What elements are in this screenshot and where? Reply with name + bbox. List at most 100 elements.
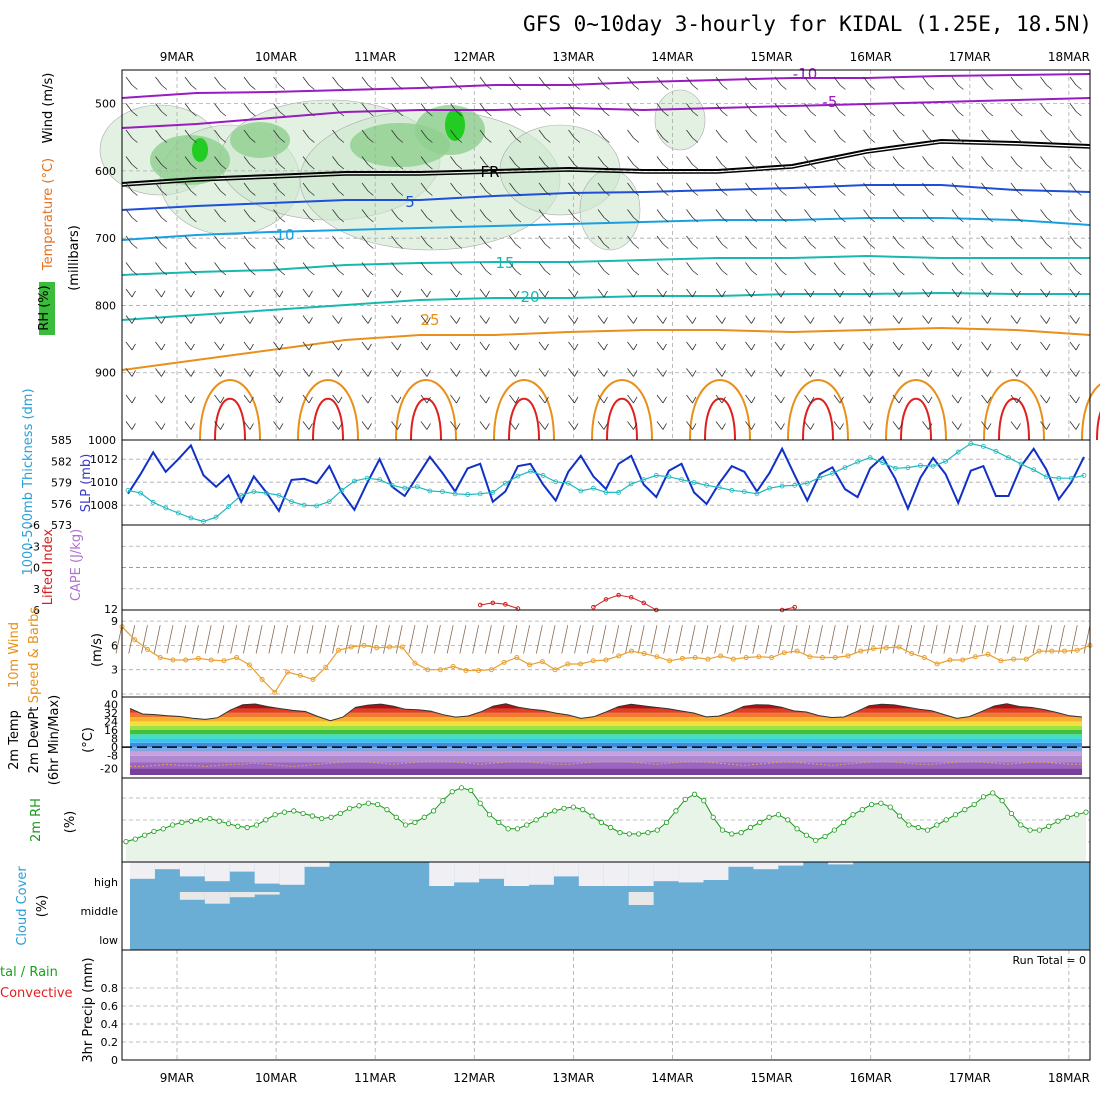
wind-barb bbox=[863, 235, 876, 249]
wind-speed-point bbox=[1062, 648, 1068, 654]
li-tick: -3 bbox=[29, 540, 40, 553]
surface-wind-barb bbox=[918, 625, 925, 654]
wind-barb bbox=[1040, 315, 1051, 324]
wind-barb bbox=[804, 182, 817, 196]
precip-total-label: tal / Rain bbox=[0, 965, 58, 980]
wind-barb bbox=[509, 209, 522, 223]
wind-barb bbox=[243, 103, 256, 117]
cloud-high-gap bbox=[504, 862, 529, 886]
surface-wind-barb bbox=[892, 625, 900, 654]
wind-speed-point bbox=[195, 655, 201, 661]
wind-unit-label: (m/s) bbox=[90, 633, 105, 667]
wind-barb bbox=[391, 368, 402, 377]
rh-point bbox=[337, 810, 343, 817]
wind-barb bbox=[391, 341, 402, 351]
wind-barb bbox=[302, 182, 315, 196]
wind-barb bbox=[420, 103, 433, 117]
rh-point bbox=[654, 827, 660, 833]
wind-barb bbox=[892, 262, 905, 276]
wind-barb bbox=[597, 129, 610, 143]
date-label-bottom: 9MAR bbox=[160, 1071, 195, 1085]
wind-barb bbox=[1040, 341, 1051, 351]
rh-point bbox=[775, 812, 782, 818]
wind-barb bbox=[981, 209, 994, 223]
cloud-unit-label: (%) bbox=[35, 895, 50, 918]
wind-barb bbox=[155, 129, 168, 143]
wind-barb bbox=[981, 288, 992, 298]
wind-speed-point bbox=[132, 637, 138, 643]
thickness-point bbox=[540, 473, 546, 478]
slp-axis-label: SLP (mb) bbox=[79, 454, 94, 513]
rh-point bbox=[421, 814, 427, 820]
temp-mask bbox=[130, 700, 1082, 721]
surface-wind-barb bbox=[1007, 625, 1014, 654]
rh-point bbox=[608, 824, 614, 831]
wind-barb bbox=[361, 76, 374, 90]
wind-barb bbox=[1010, 235, 1023, 249]
wind-barb bbox=[155, 103, 168, 117]
wind-speed-point bbox=[234, 655, 240, 661]
wind-barb bbox=[597, 182, 610, 196]
wind-barb bbox=[155, 156, 168, 170]
thickness-point bbox=[1056, 475, 1062, 481]
cape-tick: 12 bbox=[104, 603, 118, 616]
thickness-point bbox=[716, 485, 722, 490]
rh-point bbox=[253, 822, 260, 828]
wind-barb bbox=[715, 315, 726, 324]
thickness-point bbox=[729, 487, 735, 493]
date-label-bottom: 15MAR bbox=[751, 1071, 793, 1085]
wind-speed-point bbox=[654, 654, 660, 660]
wind-barb bbox=[922, 341, 933, 351]
wind-speed-point bbox=[565, 661, 571, 667]
isotherm-loop-warm bbox=[214, 397, 246, 441]
wind-barb bbox=[332, 182, 345, 196]
wind-barb bbox=[332, 341, 343, 351]
date-label-bottom: 13MAR bbox=[552, 1071, 594, 1085]
wind-barb bbox=[774, 421, 785, 430]
date-label-bottom: 18MAR bbox=[1048, 1071, 1090, 1085]
wind-speed-point bbox=[310, 676, 316, 682]
thickness-tick: 585 bbox=[51, 434, 72, 447]
wind-barb bbox=[1069, 421, 1080, 430]
rh-point bbox=[1074, 812, 1080, 818]
surface-wind-barb bbox=[777, 625, 785, 654]
wind-barb bbox=[450, 341, 461, 351]
wind-barb bbox=[686, 262, 699, 276]
thickness-point bbox=[968, 441, 974, 446]
wind-barb bbox=[243, 129, 256, 143]
wind-barb bbox=[627, 182, 640, 196]
surface-wind-barb bbox=[956, 625, 964, 654]
surface-wind-barb bbox=[676, 625, 683, 654]
wind-tick: 0 bbox=[111, 688, 118, 701]
surface-wind-barb bbox=[370, 625, 378, 654]
wind-barb bbox=[538, 341, 549, 351]
isotherm-label: 10 bbox=[275, 226, 294, 244]
rh-point bbox=[403, 822, 409, 828]
wind-barb bbox=[420, 209, 433, 223]
slp-tick: 1012 bbox=[90, 453, 118, 466]
wind-tick: 3 bbox=[111, 664, 118, 677]
wind-barb bbox=[686, 421, 697, 430]
wind-barb bbox=[1040, 368, 1051, 377]
rh-point bbox=[738, 830, 744, 836]
wind-speed-point bbox=[960, 657, 966, 663]
wind-barb bbox=[863, 341, 874, 351]
thickness-point bbox=[993, 448, 999, 454]
wind-barb bbox=[774, 341, 785, 351]
wind-barb bbox=[184, 235, 197, 249]
wind-barb bbox=[863, 156, 876, 170]
rh-point bbox=[1008, 810, 1015, 817]
li-tick: 3 bbox=[33, 583, 40, 596]
surface-wind-barb bbox=[115, 625, 123, 654]
wind-barb bbox=[302, 288, 313, 298]
wind-barb bbox=[804, 341, 815, 351]
wind-barb bbox=[863, 394, 874, 404]
wind-barb bbox=[715, 209, 728, 223]
thickness-point bbox=[943, 458, 949, 464]
wind-barb bbox=[243, 262, 256, 276]
cloud-high-gap bbox=[753, 862, 779, 870]
rh-point bbox=[440, 798, 446, 804]
wind-speed-point bbox=[870, 646, 876, 652]
wind-tick: 6 bbox=[111, 639, 118, 652]
wind-barb bbox=[568, 288, 579, 298]
